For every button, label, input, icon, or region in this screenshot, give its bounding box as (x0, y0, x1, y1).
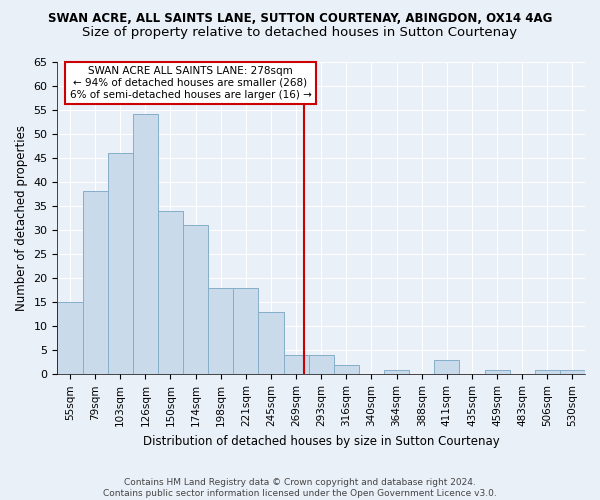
Bar (83, 192, 107, 374)
Bar (560, 370, 585, 374)
Text: SWAN ACRE ALL SAINTS LANE: 278sqm
← 94% of detached houses are smaller (268)
6% : SWAN ACRE ALL SAINTS LANE: 278sqm ← 94% … (70, 66, 311, 100)
Bar (434, 360, 460, 374)
Bar (334, 364, 359, 374)
Bar (183, 225, 208, 374)
Bar (158, 210, 183, 374)
Y-axis label: Number of detached properties: Number of detached properties (15, 125, 28, 311)
Bar (384, 370, 409, 374)
Bar (133, 114, 158, 374)
Text: SWAN ACRE, ALL SAINTS LANE, SUTTON COURTENAY, ABINGDON, OX14 4AG: SWAN ACRE, ALL SAINTS LANE, SUTTON COURT… (48, 12, 552, 26)
Bar (284, 355, 308, 374)
Text: Contains HM Land Registry data © Crown copyright and database right 2024.
Contai: Contains HM Land Registry data © Crown c… (103, 478, 497, 498)
X-axis label: Distribution of detached houses by size in Sutton Courtenay: Distribution of detached houses by size … (143, 434, 500, 448)
Bar (308, 355, 334, 374)
Bar (58, 302, 83, 374)
Bar (485, 370, 509, 374)
Bar (208, 288, 233, 374)
Bar (259, 312, 284, 374)
Bar (107, 153, 133, 374)
Bar (535, 370, 560, 374)
Text: Size of property relative to detached houses in Sutton Courtenay: Size of property relative to detached ho… (82, 26, 518, 39)
Bar (233, 288, 259, 374)
